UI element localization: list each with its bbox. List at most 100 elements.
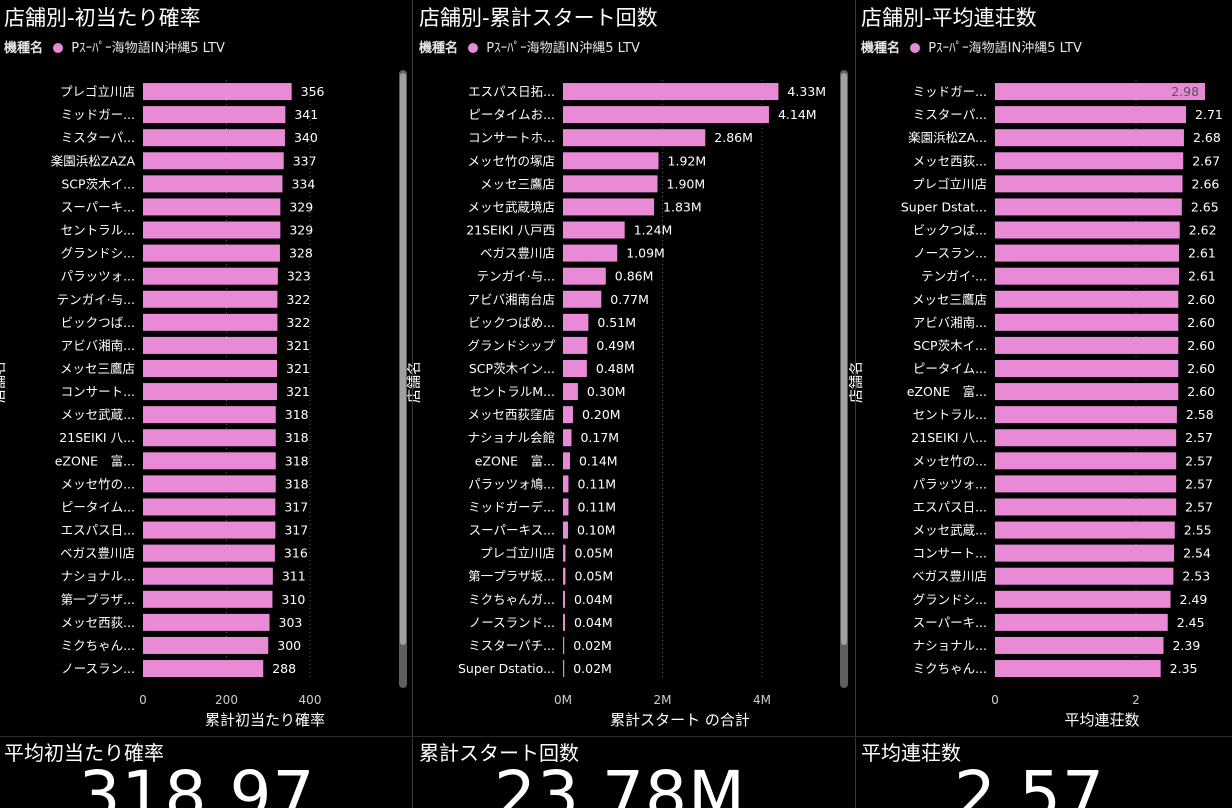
- bar[interactable]: [995, 129, 1184, 147]
- bar-chart-avg-streak[interactable]: 0 2 ミッドガー... 2.98 ミスターパ... 2.71 楽園浜松ZA... 2.68 メ…: [857, 0, 1232, 736]
- bar[interactable]: [563, 544, 566, 562]
- bar[interactable]: [995, 406, 1177, 424]
- bar[interactable]: [563, 83, 779, 101]
- kpi-card-avg-first-hit[interactable]: 平均初当たり確率 318.97: [0, 737, 412, 808]
- bar[interactable]: [563, 613, 565, 631]
- bar[interactable]: [995, 244, 1180, 262]
- bar[interactable]: [143, 544, 275, 562]
- chart-legend[interactable]: 機種名 Pｽｰﾊﾟｰ海物語IN沖縄5 LTV: [861, 37, 1082, 56]
- bar[interactable]: [143, 567, 273, 585]
- bar[interactable]: [563, 636, 565, 654]
- bar[interactable]: [995, 567, 1174, 585]
- bar[interactable]: [563, 590, 565, 608]
- bar[interactable]: [563, 267, 606, 285]
- bar[interactable]: [143, 360, 278, 377]
- bar[interactable]: [143, 590, 273, 608]
- bar[interactable]: [995, 152, 1184, 170]
- bar[interactable]: [143, 106, 286, 124]
- bar[interactable]: [563, 429, 572, 447]
- bar[interactable]: [143, 336, 278, 354]
- y-category-label: ノースランド...: [469, 615, 555, 630]
- bar[interactable]: [143, 267, 278, 285]
- scrollbar-thumb[interactable]: [841, 73, 847, 645]
- bar[interactable]: [563, 244, 618, 262]
- bar[interactable]: [143, 636, 269, 654]
- bar[interactable]: [143, 452, 276, 470]
- bar[interactable]: [995, 475, 1177, 493]
- kpi-card-total-starts[interactable]: 累計スタート回数 23.78M: [415, 737, 855, 808]
- bar[interactable]: [143, 83, 292, 101]
- bar[interactable]: [995, 613, 1168, 631]
- kpi-card-avg-streak[interactable]: 平均連荘数 2.57: [857, 737, 1232, 808]
- bar[interactable]: [143, 429, 276, 447]
- bar[interactable]: [995, 336, 1179, 354]
- data-label: 318: [285, 476, 309, 491]
- bar[interactable]: [143, 198, 281, 216]
- bar[interactable]: [143, 175, 283, 193]
- bar[interactable]: [143, 406, 276, 424]
- bar[interactable]: [995, 429, 1177, 447]
- bar[interactable]: [995, 221, 1180, 239]
- bar[interactable]: [143, 290, 278, 308]
- bar-chart-cumulative-starts[interactable]: 0M 2M 4M エスパス日拓... 4.33M ピータイムお... 4.14M コンサートホ…: [415, 0, 855, 736]
- bar[interactable]: [563, 129, 706, 147]
- bar[interactable]: [563, 383, 578, 401]
- scrollbar[interactable]: [840, 70, 848, 688]
- bar[interactable]: [995, 175, 1183, 193]
- bar[interactable]: [995, 544, 1175, 562]
- bar[interactable]: [563, 290, 602, 308]
- bar[interactable]: [995, 590, 1171, 608]
- bar[interactable]: [563, 475, 569, 493]
- bar[interactable]: [143, 613, 270, 631]
- bar[interactable]: [143, 383, 278, 401]
- bar[interactable]: [563, 313, 589, 331]
- bar[interactable]: [563, 106, 769, 124]
- bar[interactable]: [995, 521, 1175, 539]
- chart-legend[interactable]: 機種名 Pｽｰﾊﾟｰ海物語IN沖縄5 LTV: [4, 37, 225, 56]
- bar[interactable]: [995, 660, 1161, 678]
- bar[interactable]: [563, 336, 588, 354]
- scrollbar[interactable]: [399, 70, 407, 688]
- bar[interactable]: [995, 106, 1187, 124]
- bar[interactable]: [563, 452, 570, 470]
- chart-legend[interactable]: 機種名 Pｽｰﾊﾟｰ海物語IN沖縄5 LTV: [419, 37, 640, 56]
- bar[interactable]: [995, 313, 1179, 331]
- bar[interactable]: [995, 83, 1206, 101]
- bar[interactable]: [995, 383, 1179, 401]
- bar[interactable]: [995, 290, 1179, 308]
- bar[interactable]: [143, 498, 276, 516]
- bar[interactable]: [563, 152, 659, 170]
- bar[interactable]: [995, 498, 1177, 516]
- bar[interactable]: [995, 198, 1182, 216]
- bar[interactable]: [995, 267, 1180, 285]
- bar[interactable]: [563, 175, 658, 193]
- kpi-value: 2.57: [954, 757, 1105, 808]
- bar-chart-first-hit-rate[interactable]: 0 200 400 プレゴ立川店 356 ミッドガー... 341 ミスターパ... 340 楽園…: [0, 0, 410, 736]
- scrollbar-thumb[interactable]: [400, 73, 406, 645]
- bar[interactable]: [143, 152, 284, 170]
- bar[interactable]: [563, 498, 569, 516]
- bar[interactable]: [143, 475, 276, 493]
- bar[interactable]: [143, 244, 280, 262]
- bar[interactable]: [563, 567, 566, 585]
- bar[interactable]: [143, 221, 281, 239]
- bar[interactable]: [563, 660, 565, 678]
- bar[interactable]: [563, 406, 573, 424]
- bar[interactable]: [563, 360, 587, 377]
- bar[interactable]: [143, 660, 264, 678]
- bar[interactable]: [995, 360, 1179, 377]
- bar[interactable]: [563, 198, 655, 216]
- bar[interactable]: [995, 452, 1177, 470]
- bar[interactable]: [143, 129, 285, 147]
- y-category-label: プレゴ立川店: [912, 176, 987, 191]
- y-category-label: コンサート...: [61, 384, 135, 399]
- bar[interactable]: [563, 221, 625, 239]
- y-category-label: メッセ武蔵...: [61, 407, 135, 422]
- data-label: 318: [285, 430, 309, 445]
- y-category-label: ミスターパ...: [913, 107, 987, 122]
- bar[interactable]: [143, 521, 276, 539]
- bar[interactable]: [995, 636, 1164, 654]
- x-axis-label: 平均連荘数: [1064, 711, 1140, 729]
- bar[interactable]: [563, 521, 568, 539]
- bar[interactable]: [143, 313, 278, 331]
